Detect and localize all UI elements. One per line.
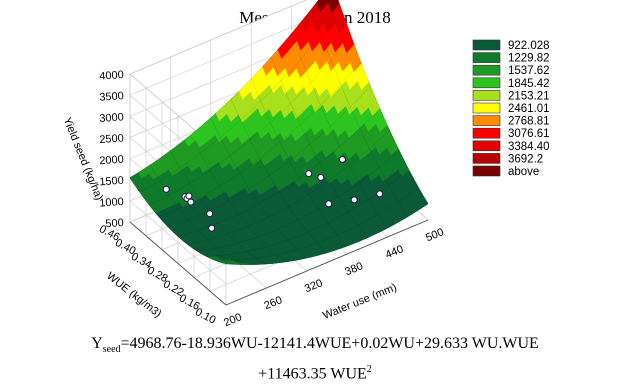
surface-mesh-line <box>129 177 227 265</box>
observed-point <box>162 185 170 193</box>
legend-label: 2153.21 <box>508 90 550 102</box>
legend-label: 1229.82 <box>508 53 550 65</box>
equation-rhs-line1: =4968.76-18.936WU-12141.4WUE+0.02WU+29.6… <box>120 335 539 352</box>
legend-swatch <box>472 64 501 76</box>
x-axis-title: Water use (mm) <box>321 281 398 322</box>
surface-mesh-line <box>190 134 287 263</box>
equation-rhs-line2-sup: 2 <box>366 364 372 376</box>
x-axis-line <box>225 219 429 306</box>
z-tick-label: 2500 <box>99 132 124 146</box>
z-tick-label: 1500 <box>99 175 124 189</box>
x-tick-label: 440 <box>384 243 406 261</box>
equation-line-2: +11463.35 WUE2 <box>0 360 630 384</box>
equation-lhs: Y <box>91 335 103 352</box>
surface-mesh-line <box>206 169 409 257</box>
legend-label: 2768.81 <box>508 116 550 128</box>
surface-mesh-line <box>225 203 429 265</box>
legend-label: 3384.40 <box>508 141 550 153</box>
legend-swatch <box>472 52 501 63</box>
equation-line-1: Yseed=4968.76-18.936WU-12141.4WUE+0.02WU… <box>0 334 630 360</box>
surface-mesh-line <box>311 8 409 217</box>
legend-label: 2461.01 <box>508 103 550 115</box>
x-tick-label: 380 <box>343 260 365 278</box>
surface-mesh-line <box>210 117 307 259</box>
legend-label: above <box>508 166 539 178</box>
equation-rhs-line2: +11463.35 WUE <box>258 365 367 383</box>
observed-point <box>185 192 193 200</box>
z-tick-label: 500 <box>105 217 124 230</box>
x-tick-label: 500 <box>424 226 446 244</box>
legend-label: 3692.2 <box>508 153 543 165</box>
y-axis-line <box>129 221 227 306</box>
observed-point <box>338 156 346 163</box>
observed-point <box>305 170 313 178</box>
legend-swatch <box>472 115 501 126</box>
surface-mesh-line <box>230 98 328 253</box>
surface-cell <box>222 262 234 265</box>
surface-mesh-line <box>168 85 371 228</box>
legend-swatch <box>472 165 501 177</box>
observed-point <box>206 210 214 218</box>
legend-swatch <box>472 102 501 114</box>
surface-mesh-line <box>197 150 400 252</box>
equation-lhs-sub: seed <box>102 344 121 356</box>
legend-swatch <box>472 127 501 139</box>
legend-label: 1845.42 <box>508 78 550 90</box>
observed-point <box>325 200 333 208</box>
surface-mesh-line <box>187 130 390 245</box>
z-tick-label: 3000 <box>99 111 124 125</box>
surface-mesh-line <box>271 56 368 238</box>
surface-mesh-line <box>291 33 388 229</box>
legend-label: 3076.61 <box>508 128 550 140</box>
legend-swatch <box>472 90 501 101</box>
observed-point <box>187 198 195 206</box>
surface-mesh-line <box>250 78 348 247</box>
legend-swatch <box>472 153 501 164</box>
x-tick-label: 260 <box>263 294 285 312</box>
regression-equation: Yseed=4968.76-18.936WU-12141.4WUE+0.02WU… <box>0 334 630 385</box>
x-tick-label: 200 <box>222 311 244 329</box>
legend-swatch <box>472 77 501 89</box>
legend-label: 1537.62 <box>508 65 550 77</box>
surface-mesh-line <box>129 0 319 178</box>
surface-mesh-line <box>337 0 429 204</box>
legend-label: 922.028 <box>508 40 550 52</box>
observed-point <box>376 190 384 198</box>
legend-swatch <box>472 140 501 152</box>
x-tick-label: 320 <box>303 277 325 295</box>
surface-mesh-line <box>170 150 267 265</box>
surface-mesh-line <box>149 36 352 206</box>
z-tick-label: 4000 <box>99 69 124 83</box>
surface-mesh-line <box>139 10 342 193</box>
z-tick-label: 3500 <box>99 90 124 104</box>
observed-point <box>208 224 216 232</box>
observed-point <box>350 196 358 204</box>
legend-swatch <box>472 39 501 51</box>
z-tick-label: 1000 <box>99 196 124 210</box>
observed-point <box>317 174 325 181</box>
surface-mesh-line <box>216 187 419 262</box>
z-tick-label: 2000 <box>99 154 124 168</box>
